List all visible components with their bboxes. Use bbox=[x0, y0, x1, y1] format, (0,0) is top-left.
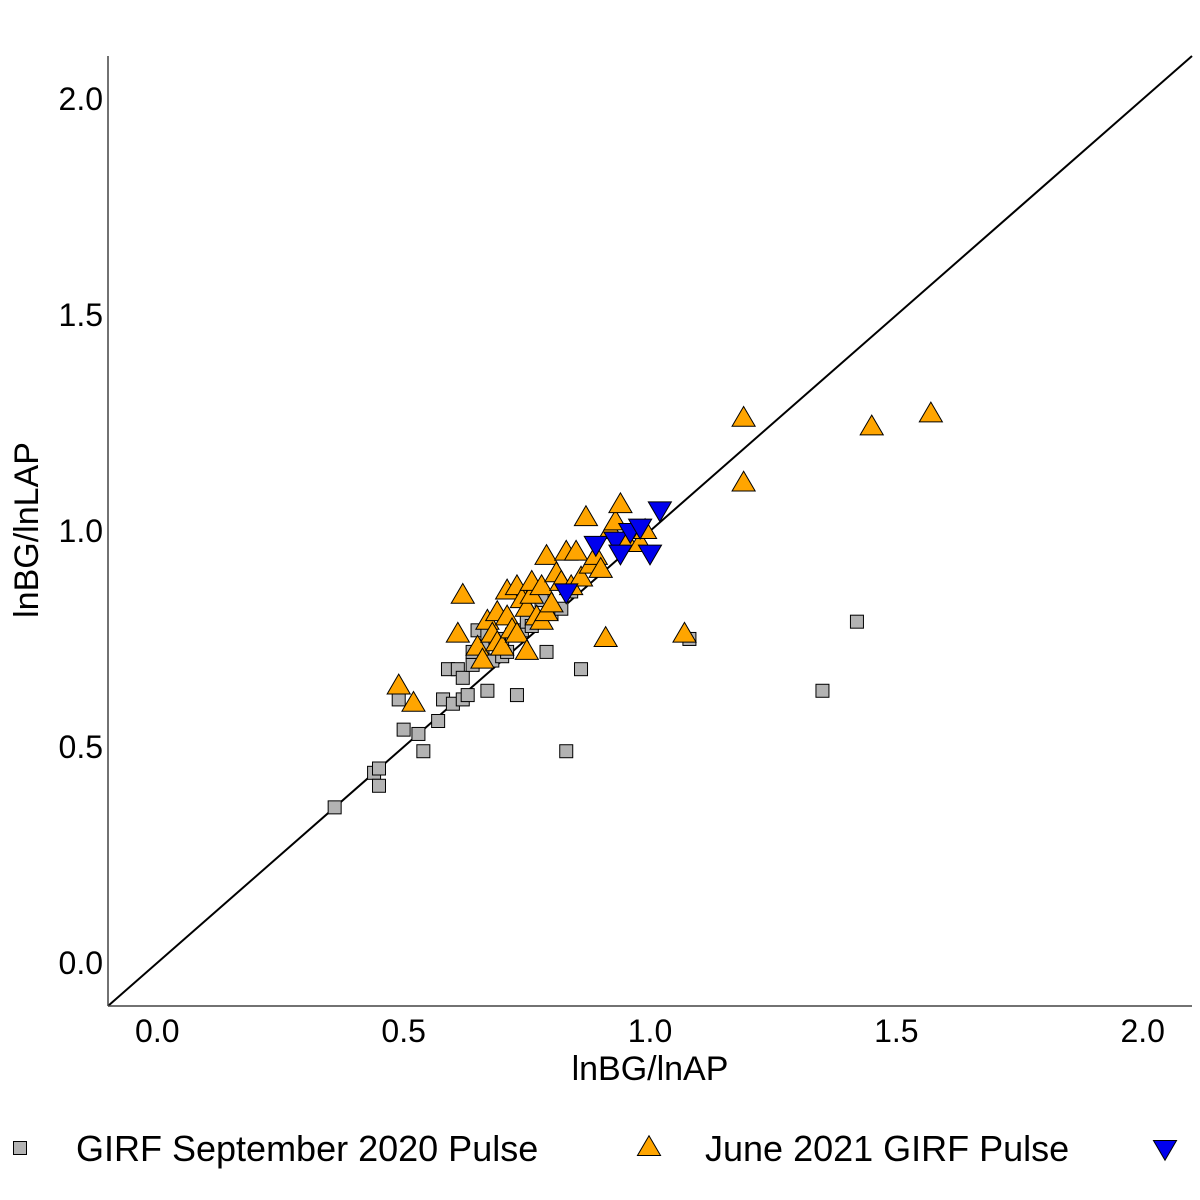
data-point-square bbox=[372, 778, 386, 793]
legend-key-triangle-down bbox=[1152, 1139, 1178, 1162]
data-point-square bbox=[849, 614, 864, 629]
data-point-triangle-up bbox=[450, 582, 476, 604]
data-point-triangle-up bbox=[593, 625, 619, 647]
data-point-triangle-up bbox=[608, 491, 633, 514]
data-point-triangle-up bbox=[504, 621, 530, 643]
data-point-triangle-up bbox=[918, 401, 944, 423]
data-point-square bbox=[815, 683, 830, 698]
data-point-triangle-down bbox=[608, 544, 633, 566]
legend-label: June 2021 GIRF Pulse bbox=[705, 1128, 1069, 1169]
data-point-square bbox=[455, 670, 470, 685]
data-point-triangle-up bbox=[470, 647, 495, 669]
data-point-triangle-up bbox=[539, 591, 564, 613]
y-axis-title: lnBG/lnLAP bbox=[8, 442, 46, 618]
y-tick-label: 1.5 bbox=[59, 297, 103, 333]
data-point-square bbox=[574, 662, 589, 677]
data-point-triangle-up bbox=[489, 634, 515, 656]
data-point-triangle-down bbox=[647, 501, 673, 523]
data-point-triangle-up bbox=[534, 543, 559, 565]
legend-key-square bbox=[13, 1141, 27, 1155]
data-point-triangle-up bbox=[588, 556, 614, 578]
data-point-triangle-up bbox=[401, 690, 426, 712]
data-point-square bbox=[480, 683, 495, 698]
y-tick-label: 0.0 bbox=[59, 945, 103, 981]
data-point-triangle-up bbox=[514, 638, 540, 660]
data-point-square bbox=[431, 714, 446, 728]
x-tick-label: 0.0 bbox=[135, 1013, 179, 1049]
y-tick-label: 2.0 bbox=[59, 81, 103, 117]
data-point-triangle-up bbox=[573, 504, 599, 527]
plot-area bbox=[107, 55, 1193, 1007]
axes bbox=[107, 56, 1192, 1007]
x-tick-label: 1.5 bbox=[874, 1013, 918, 1049]
x-axis-title: lnBG/lnAP bbox=[572, 1050, 729, 1088]
data-point-square bbox=[396, 722, 411, 737]
data-point-square bbox=[391, 692, 406, 707]
x-tick-label: 2.0 bbox=[1120, 1013, 1164, 1049]
data-point-triangle-up bbox=[563, 539, 589, 561]
data-point-triangle-down bbox=[553, 583, 579, 605]
data-point-triangle-up bbox=[568, 565, 594, 587]
legend-label: GIRF September 2020 Pulse bbox=[76, 1128, 538, 1169]
data-point-square bbox=[559, 744, 574, 759]
y-tick-label: 1.0 bbox=[59, 513, 103, 549]
data-point-triangle-up bbox=[859, 414, 885, 436]
data-point-triangle-up bbox=[731, 470, 757, 492]
legend-key-triangle-up bbox=[636, 1134, 662, 1157]
data-point-square bbox=[411, 726, 426, 741]
data-point-square bbox=[509, 688, 524, 703]
tick-labels: 0.0 0.5 1.0 1.5 2.0 0.0 0.5 1.0 1.5 2.0 bbox=[59, 81, 1165, 1049]
data-point-square bbox=[460, 688, 475, 703]
y-tick-label: 0.5 bbox=[59, 729, 103, 765]
data-point-square bbox=[372, 761, 386, 776]
data-point-triangle-down bbox=[603, 531, 628, 553]
data-point-triangle-up bbox=[445, 621, 471, 643]
legend: GIRF September 2020 Pulse June 2021 GIRF … bbox=[13, 1128, 1178, 1169]
data-point-triangle-down bbox=[637, 544, 663, 566]
data-point-triangle-down bbox=[583, 535, 609, 558]
data-point-triangle-up bbox=[386, 673, 412, 695]
data-point-triangle-down bbox=[627, 518, 653, 540]
data-point-square bbox=[416, 744, 431, 759]
x-tick-label: 1.0 bbox=[628, 1013, 672, 1049]
data-point-triangle-up bbox=[529, 573, 555, 596]
data-point-square bbox=[327, 800, 342, 815]
data-point-triangle-up bbox=[672, 621, 697, 643]
data-point-triangle-up bbox=[731, 405, 757, 427]
data-point-square bbox=[539, 644, 554, 659]
x-tick-label: 0.5 bbox=[381, 1013, 425, 1049]
